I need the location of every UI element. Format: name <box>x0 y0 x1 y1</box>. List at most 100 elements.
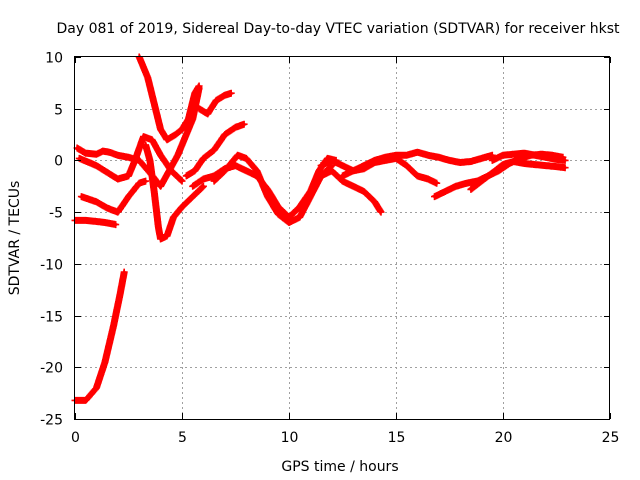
data-point <box>79 195 83 199</box>
data-point <box>84 398 88 402</box>
data-point <box>236 153 240 157</box>
data-point <box>379 210 383 214</box>
data-point <box>116 153 120 157</box>
data-point <box>186 117 190 121</box>
data-point <box>152 102 156 105</box>
data-point <box>362 164 366 168</box>
data-point <box>351 169 355 173</box>
y-tick-label: 5 <box>54 103 63 119</box>
marker-track <box>73 84 203 190</box>
data-point <box>490 171 494 175</box>
data-point <box>193 169 197 173</box>
data-point <box>522 162 526 165</box>
data-point <box>180 127 184 131</box>
data-point <box>144 143 148 147</box>
marker-track <box>210 151 336 226</box>
data-point <box>433 195 436 199</box>
data-point <box>174 133 178 137</box>
data-point <box>193 91 197 95</box>
data-point <box>223 93 227 97</box>
marker-track <box>71 268 128 404</box>
data-point <box>133 158 137 162</box>
data-point <box>116 210 120 214</box>
data-point <box>330 169 334 173</box>
data-series-sat-n <box>339 148 496 180</box>
x-tick-label: 10 <box>281 430 299 446</box>
data-point <box>319 164 323 168</box>
data-point <box>184 133 188 137</box>
data-point <box>394 153 398 157</box>
data-point <box>255 169 259 173</box>
data-point <box>165 138 169 142</box>
data-point <box>480 179 484 183</box>
data-point <box>512 160 516 163</box>
y-tick-label: -10 <box>40 258 63 274</box>
data-point <box>341 164 344 168</box>
data-point <box>112 324 115 328</box>
data-point <box>341 179 344 183</box>
data-point <box>522 151 526 155</box>
data-series-sat-f <box>77 177 150 216</box>
data-point <box>197 84 201 88</box>
x-tick-label: 25 <box>602 430 620 446</box>
data-point <box>223 169 227 173</box>
y-tick-label: -5 <box>49 206 63 222</box>
data-point <box>244 169 248 173</box>
data-point <box>512 152 516 156</box>
data-point <box>103 221 107 224</box>
data-point <box>330 164 334 168</box>
data-point <box>458 161 462 164</box>
data-point <box>544 164 548 168</box>
x-axis-label: GPS time / hours <box>281 459 398 475</box>
data-point <box>94 152 98 156</box>
data-series-sat-a <box>71 268 128 404</box>
y-tick-label: -15 <box>40 310 63 326</box>
y-tick-label: -25 <box>40 413 63 429</box>
data-point <box>157 226 160 230</box>
x-tick-label: 15 <box>388 430 406 446</box>
marker-track <box>135 53 203 144</box>
data-point <box>415 174 419 178</box>
data-point <box>201 177 205 181</box>
data-point <box>229 91 233 95</box>
data-point <box>298 215 302 219</box>
data-point <box>142 135 145 139</box>
data-point <box>287 221 291 224</box>
data-point <box>212 148 216 152</box>
data-layer <box>71 53 569 404</box>
data-point <box>223 133 227 137</box>
data-point <box>148 158 152 162</box>
data-point <box>308 190 312 193</box>
data-point <box>298 205 302 209</box>
data-point <box>341 174 344 178</box>
data-point <box>501 163 505 167</box>
data-series-sat-q <box>488 149 569 164</box>
data-point <box>563 166 567 170</box>
data-point <box>94 200 98 204</box>
data-point <box>127 155 130 159</box>
data-point <box>415 150 419 154</box>
data-point <box>234 164 237 168</box>
data-point <box>480 156 484 160</box>
data-point <box>197 107 201 111</box>
data-point <box>201 156 205 160</box>
data-point <box>426 177 430 181</box>
data-point <box>103 360 107 364</box>
data-series-sat-p <box>467 158 569 193</box>
x-tick-label: 5 <box>178 430 187 446</box>
data-point <box>469 187 473 191</box>
data-point <box>180 179 184 183</box>
data-point <box>116 177 120 181</box>
data-point <box>287 215 291 219</box>
data-point <box>443 190 447 193</box>
data-point <box>469 160 473 163</box>
data-point <box>533 163 537 167</box>
data-series-sat-e <box>142 141 207 243</box>
y-tick-label: 0 <box>54 154 63 170</box>
data-point <box>94 386 98 390</box>
data-point <box>212 179 216 183</box>
y-tick-label: 10 <box>45 51 63 67</box>
x-tick-label: 0 <box>71 430 80 446</box>
data-point <box>105 206 109 210</box>
